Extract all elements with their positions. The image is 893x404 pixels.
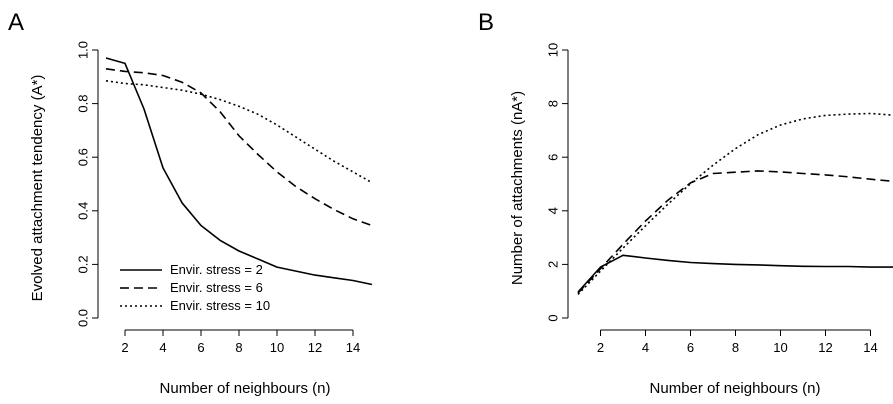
panel-b-x-tick-label: 2 <box>597 340 604 355</box>
panel-a-series-dotted-line <box>105 80 373 184</box>
panel-a-y-tick-label: 0.8 <box>75 95 90 113</box>
panel-b-x-axis-label: Number of neighbours (n) <box>650 380 821 397</box>
panel-b-y-tick-label: 2 <box>545 261 560 268</box>
panel-a-x-tick-label: 10 <box>270 340 284 355</box>
panel-b-series-dashed-line <box>577 170 893 294</box>
panel-a-x-tick-label: 4 <box>159 340 166 355</box>
panel-a-x-axis-label: Number of neighbours (n) <box>160 380 331 397</box>
panel-a-y-tick-label: 0.0 <box>75 309 90 327</box>
panel-b-label: B <box>478 9 494 36</box>
panel-a-x-tick-label: 8 <box>235 340 242 355</box>
panel-a-y-axis-label: Evolved attachment tendency (A*) <box>29 75 46 302</box>
panel-a-label: A <box>8 9 24 36</box>
panel-b-y-tick-label: 6 <box>545 154 560 161</box>
panel-a-y-tick-label: 0.4 <box>75 202 90 220</box>
panel-a-x-tick-label: 12 <box>308 340 322 355</box>
panel-b-y-tick-label: 0 <box>545 314 560 321</box>
panel-b: B 2 4 6 8 10 12 14 0 2 4 6 8 10 Number of neighbours … <box>478 9 893 397</box>
panel-b-x-tick-label: 12 <box>818 340 832 355</box>
panel-b-x-tick-label: 14 <box>863 340 877 355</box>
panel-b-x-tick-label: 6 <box>687 340 694 355</box>
legend-dotted-label: Envir. stress = 10 <box>170 298 270 313</box>
panel-a-series-solid-line <box>105 57 373 286</box>
panel-a-x-tick-label: 2 <box>121 340 128 355</box>
panel-a-y-tick-label: 1.0 <box>75 41 90 59</box>
panel-b-series-solid-line <box>577 254 893 293</box>
panel-a-x-tick-label: 6 <box>197 340 204 355</box>
legend-dashed-label: Envir. stress = 6 <box>170 280 263 295</box>
panel-b-y-tick-label: 4 <box>545 207 560 214</box>
panel-a-series-dashed-line <box>105 68 373 227</box>
panel-b-y-tick-label: 8 <box>545 100 560 107</box>
panel-b-y-tick-label: 10 <box>545 43 560 57</box>
panel-b-x-tick-label: 8 <box>732 340 739 355</box>
panel-b-y-axis-label: Number of attachments (nA*) <box>509 91 526 285</box>
panel-a-y-tick-label: 0.6 <box>75 148 90 166</box>
panel-b-series-dotted-line <box>577 112 893 295</box>
legend-solid-label: Envir. stress = 2 <box>170 262 263 277</box>
panel-a-x-tick-label: 14 <box>346 340 360 355</box>
panel-b-x-tick-label: 4 <box>642 340 649 355</box>
panel-a: A 2 4 6 8 10 12 14 0.0 0.2 0.4 0.6 0.8 1.0 Number of … <box>8 9 373 397</box>
panel-b-x-tick-label: 10 <box>773 340 787 355</box>
panel-a-y-tick-label: 0.2 <box>75 255 90 273</box>
